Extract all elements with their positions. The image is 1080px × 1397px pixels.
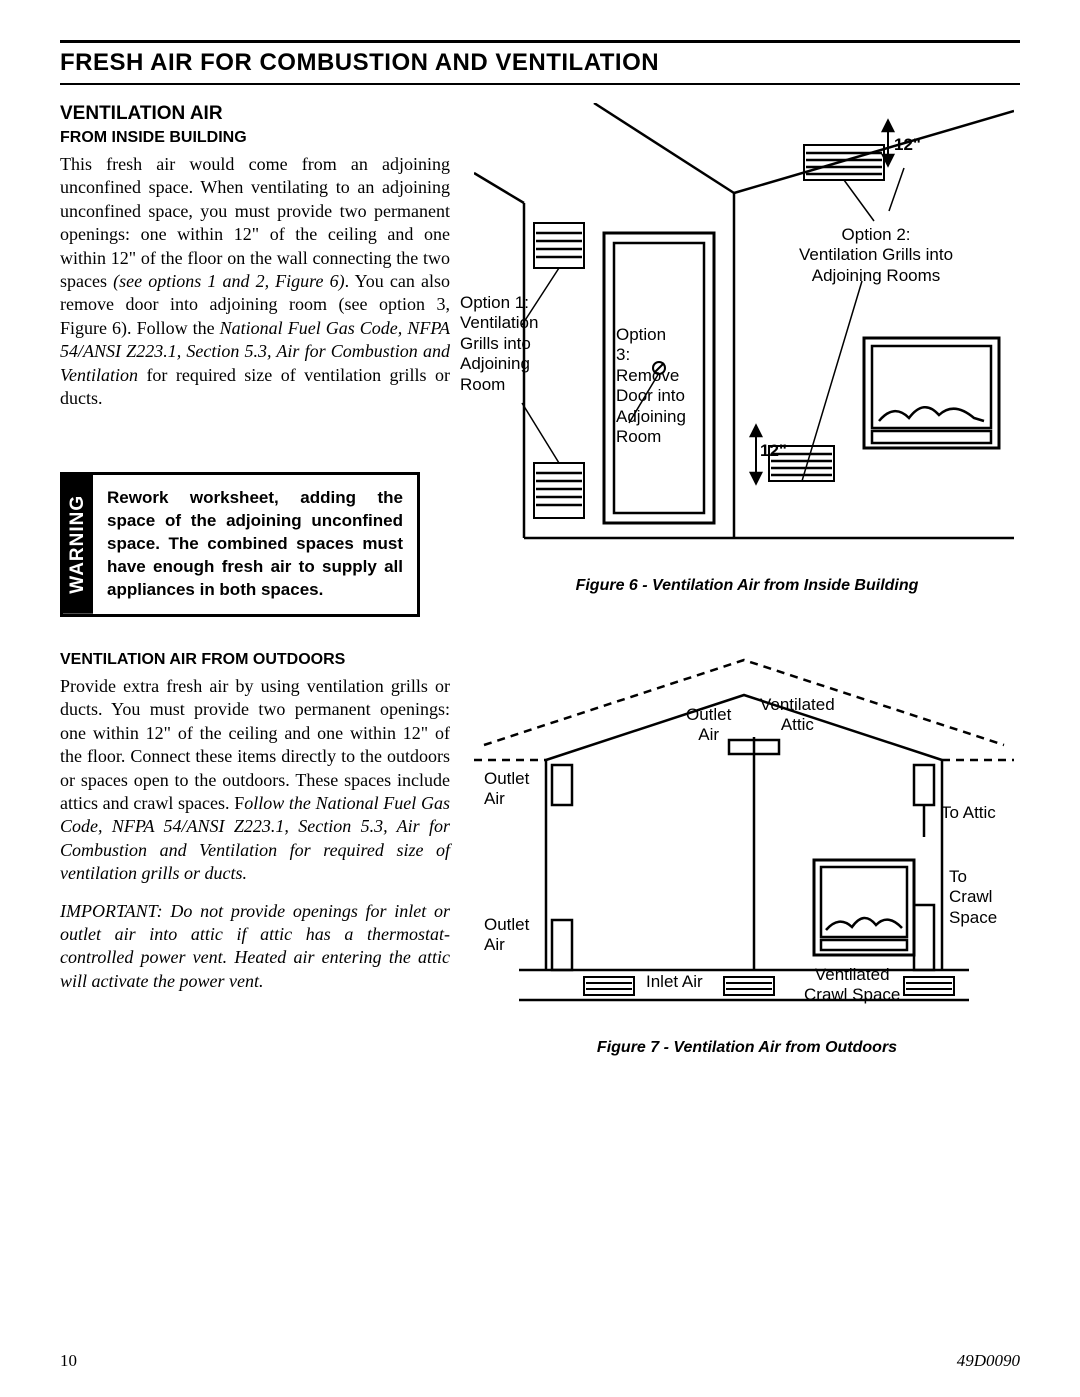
fig6-dim-top: 12"	[894, 135, 921, 155]
warning-text: Rework worksheet, adding the space of th…	[93, 475, 417, 614]
fig7-vent-crawl: Ventilated Crawl Space	[804, 965, 900, 1006]
para-inside: This fresh air would come from an adjoin…	[60, 153, 450, 410]
top-rule	[60, 40, 1020, 43]
page-title: FRESH AIR FOR COMBUSTION AND VENTILATION	[60, 49, 1020, 77]
fig7-caption: Figure 7 - Ventilation Air from Outdoors	[474, 1039, 1020, 1057]
subsection-inside: FROM INSIDE BUILDING	[60, 129, 450, 147]
page: FRESH AIR FOR COMBUSTION AND VENTILATION…	[0, 0, 1080, 1397]
fig7-outlet-air-left-bot: Outlet Air	[484, 915, 529, 956]
warning-tab: WARNING	[63, 475, 93, 614]
fig7-outlet-air-top: Outlet Air	[686, 705, 731, 746]
fig6-svg	[474, 103, 1014, 563]
footer: 10 49D0090	[60, 1351, 1020, 1371]
right-column: 12" 12" Option 1: Ventilation Grills int…	[474, 103, 1020, 1057]
subsection-outdoors: VENTILATION AIR FROM OUTDOORS	[60, 651, 450, 669]
fig6-dim-bottom: 12"	[760, 441, 787, 461]
columns: VENTILATION AIR FROM INSIDE BUILDING Thi…	[60, 103, 1020, 1057]
warning-box: WARNING Rework worksheet, adding the spa…	[60, 472, 420, 617]
fig7-to-attic: To Attic	[941, 803, 996, 823]
left-column: VENTILATION AIR FROM INSIDE BUILDING Thi…	[60, 103, 450, 1057]
page-number: 10	[60, 1351, 77, 1371]
fig7-to-crawl: To Crawl Space	[949, 867, 997, 928]
figure-6: 12" 12" Option 1: Ventilation Grills int…	[474, 103, 1020, 563]
fig6-opt2: Option 2: Ventilation Grills into Adjoin…	[799, 225, 953, 286]
fig7-vent-attic: Ventilated Attic	[760, 695, 835, 736]
fig7-inlet-air: Inlet Air	[646, 972, 703, 992]
fig7-outlet-air-left-top: Outlet Air	[484, 769, 529, 810]
fig7-svg	[474, 645, 1014, 1025]
fig6-opt1: Option 1: Ventilation Grills into Adjoin…	[460, 293, 538, 395]
fig6-caption: Figure 6 - Ventilation Air from Inside B…	[474, 577, 1020, 595]
section-heading: VENTILATION AIR	[60, 103, 450, 125]
para-outdoors: Provide extra fresh air by using ventila…	[60, 675, 450, 886]
doc-number: 49D0090	[957, 1351, 1020, 1371]
para-inside-b: (see options 1 and 2, Figure 6)	[113, 271, 345, 291]
important-note: IMPORTANT: Do not provide openings for i…	[60, 900, 450, 994]
title-rule	[60, 83, 1020, 85]
figure-7: Ventilated Attic Outlet Air Outlet Air O…	[474, 645, 1020, 1025]
fig6-opt3: Option 3: Remove Door into Adjoining Roo…	[616, 325, 686, 447]
